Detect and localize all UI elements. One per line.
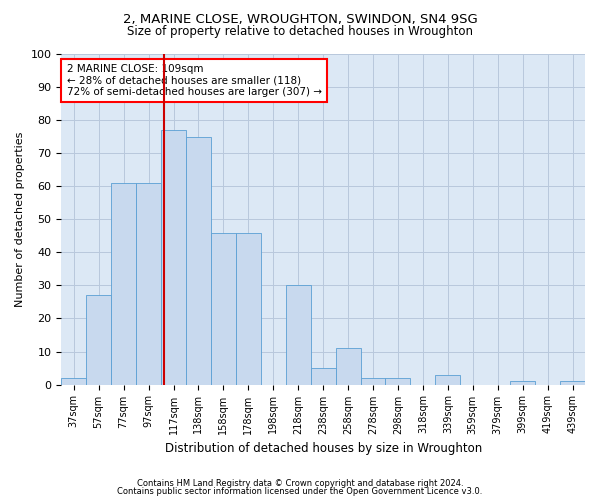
Text: Contains public sector information licensed under the Open Government Licence v3: Contains public sector information licen… (118, 487, 482, 496)
Bar (385, 378, 410, 384)
Bar (61, 378, 86, 384)
Text: 2, MARINE CLOSE, WROUGHTON, SWINDON, SN4 9SG: 2, MARINE CLOSE, WROUGHTON, SWINDON, SN4… (122, 12, 478, 26)
Bar (510, 382, 535, 384)
Bar (111, 183, 136, 384)
Text: 2 MARINE CLOSE: 109sqm
← 28% of detached houses are smaller (118)
72% of semi-de: 2 MARINE CLOSE: 109sqm ← 28% of detached… (67, 64, 322, 97)
Bar (286, 286, 311, 384)
Bar (361, 378, 385, 384)
Text: Contains HM Land Registry data © Crown copyright and database right 2024.: Contains HM Land Registry data © Crown c… (137, 478, 463, 488)
Bar (86, 296, 111, 384)
Bar (436, 374, 460, 384)
X-axis label: Distribution of detached houses by size in Wroughton: Distribution of detached houses by size … (164, 442, 482, 455)
Bar (311, 368, 335, 384)
Text: Size of property relative to detached houses in Wroughton: Size of property relative to detached ho… (127, 25, 473, 38)
Bar (560, 382, 585, 384)
Bar (236, 232, 261, 384)
Bar (161, 130, 186, 384)
Bar (136, 183, 161, 384)
Bar (186, 136, 211, 384)
Y-axis label: Number of detached properties: Number of detached properties (15, 132, 25, 307)
Bar (211, 232, 236, 384)
Bar (335, 348, 361, 385)
